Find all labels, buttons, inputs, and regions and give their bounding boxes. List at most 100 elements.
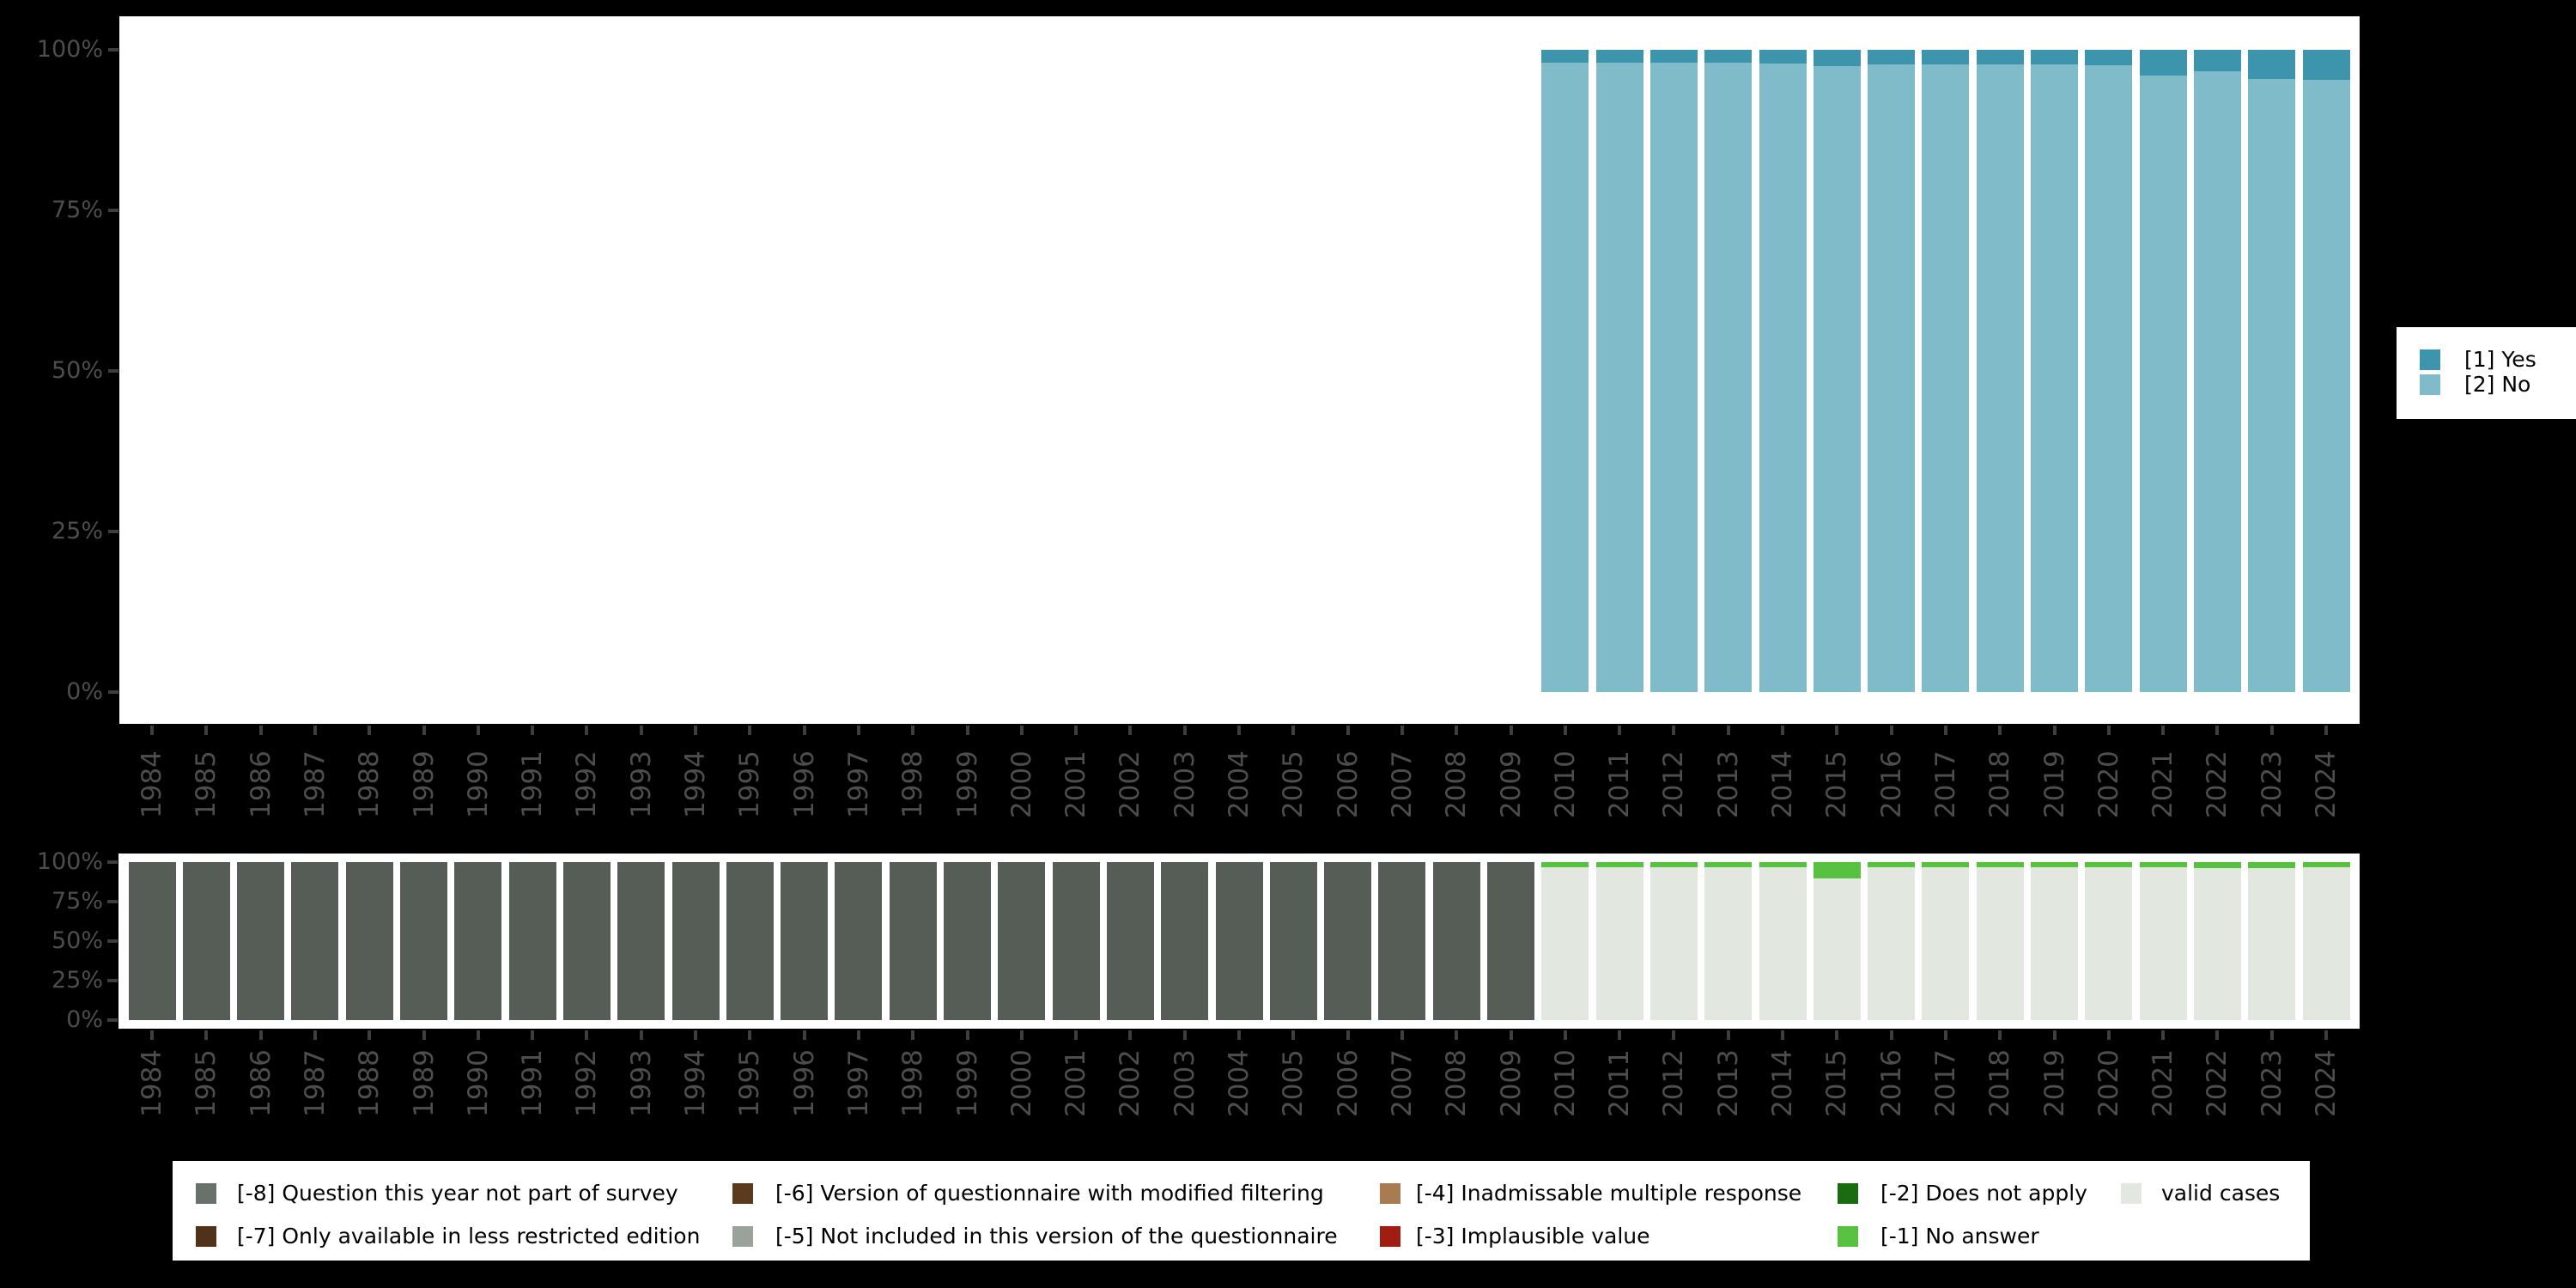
legend-swatch-missing: [1838, 1226, 1858, 1247]
legend-label: [-1] No answer: [1880, 1224, 2039, 1249]
x-axis-year-label: 2024: [2311, 750, 2342, 818]
x-axis-year-label: 1984: [137, 750, 167, 818]
bar-segment-no-answer-2014: [1759, 862, 1807, 867]
x-axis-year-label: 2015: [1821, 1049, 1853, 1117]
x-axis-tick: [368, 726, 372, 735]
bar-segment-no-answer-2018: [1976, 862, 2024, 867]
x-axis-tick: [694, 1030, 697, 1040]
x-axis-year-label: 2004: [1224, 750, 1255, 818]
bar-segment-yes-2023: [2248, 50, 2296, 79]
x-axis-year-label: 1995: [734, 1049, 766, 1117]
x-axis-tick: [1835, 726, 1839, 735]
bar-segment-not-part-of-survey-1990: [454, 862, 502, 1020]
x-axis-tick: [2215, 1030, 2220, 1040]
x-axis-tick: [965, 726, 969, 735]
legend-swatch-missing: [1838, 1183, 1858, 1204]
bar-segment-no-answer-2019: [2031, 862, 2078, 867]
x-axis-year-label: 2004: [1224, 1049, 1255, 1117]
x-axis-tick: [1182, 726, 1187, 735]
x-axis-year-label: 1985: [191, 750, 222, 818]
y-axis-tick: [107, 939, 118, 943]
missing-values-legend: [-8] Question this year not part of surv…: [173, 1161, 2310, 1261]
x-axis-year-label: 2023: [2256, 1049, 2287, 1117]
x-axis-tick: [2324, 726, 2328, 735]
x-axis-year-label: 2003: [1169, 750, 1200, 818]
bar-segment-yes-2010: [1541, 50, 1589, 63]
bar-segment-no-answer-2023: [2248, 862, 2296, 868]
x-axis-year-label: 2023: [2256, 750, 2287, 818]
x-axis-tick: [802, 1030, 806, 1040]
x-axis-tick: [1400, 1030, 1404, 1040]
bar-segment-not-part-of-survey-1989: [400, 862, 447, 1020]
bar-segment-not-part-of-survey-2002: [1106, 862, 1154, 1020]
bar-segment-no-answer-2021: [2139, 862, 2187, 867]
x-axis-year-label: 1988: [354, 1049, 386, 1117]
x-axis-tick: [1074, 1030, 1078, 1040]
x-axis-tick: [639, 1030, 643, 1040]
x-axis-year-label: 2010: [1549, 1049, 1581, 1117]
bar-segment-no-answer-2024: [2302, 862, 2350, 867]
bar-segment-not-part-of-survey-1994: [671, 862, 720, 1020]
bar-segment-not-part-of-survey-2007: [1378, 862, 1426, 1020]
x-axis-tick: [1563, 1030, 1567, 1040]
x-axis-year-label: 1991: [517, 1049, 549, 1117]
x-axis-tick: [1237, 726, 1241, 735]
x-axis-tick: [150, 726, 154, 735]
x-axis-year-label: 2017: [1929, 1049, 1961, 1117]
x-axis-tick: [2161, 726, 2166, 735]
bar-segment-no-2024: [2302, 80, 2350, 692]
bar-segment-yes-2014: [1759, 50, 1807, 64]
x-axis-tick: [911, 1030, 915, 1040]
x-axis-tick: [802, 726, 806, 735]
x-axis-year-label: 2019: [2038, 1049, 2070, 1117]
bar-segment-not-part-of-survey-2004: [1215, 862, 1263, 1020]
x-axis-tick: [204, 726, 209, 735]
x-axis-tick: [1400, 726, 1404, 735]
x-axis-tick: [748, 1030, 752, 1040]
bar-segment-yes-2019: [2031, 50, 2078, 64]
x-axis-year-label: 1996: [788, 750, 820, 818]
x-axis-tick: [1618, 1030, 1622, 1040]
y-axis-label: 75%: [51, 197, 103, 223]
y-axis-label: 100%: [36, 848, 103, 875]
x-axis-year-label: 2024: [2311, 1049, 2342, 1117]
x-axis-tick: [313, 726, 317, 735]
bar-segment-yes-2024: [2302, 50, 2350, 80]
x-axis-year-label: 2013: [1712, 1049, 1744, 1117]
bar-segment-no-2019: [2031, 64, 2078, 692]
y-axis-tick: [107, 1018, 118, 1022]
x-axis-tick: [258, 726, 263, 735]
bar-segment-yes-2013: [1704, 50, 1753, 63]
x-axis-year-label: 1990: [462, 750, 494, 818]
x-axis-year-label: 1999: [951, 750, 983, 818]
bar-segment-no-answer-2022: [2193, 862, 2241, 868]
bar-segment-valid-cases-2016: [1868, 867, 1916, 1020]
y-axis-tick: [108, 369, 118, 373]
bar-segment-no-2022: [2193, 71, 2241, 692]
bar-segment-no-2015: [1813, 66, 1861, 692]
bar-segment-no-answer-2011: [1595, 862, 1643, 867]
x-axis-year-label: 2013: [1712, 750, 1744, 818]
bar-segment-no-answer-2016: [1868, 862, 1916, 867]
bar-segment-yes-2017: [1922, 50, 1970, 64]
y-axis-tick: [108, 530, 118, 533]
bar-segment-yes-2020: [2085, 50, 2133, 65]
legend-swatch-missing: [732, 1183, 753, 1204]
bar-segment-valid-cases-2023: [2248, 868, 2296, 1020]
legend-label: [-2] Does not apply: [1880, 1181, 2087, 1206]
x-axis-year-label: 2008: [1441, 750, 1473, 818]
x-axis-tick: [476, 1030, 480, 1040]
bar-segment-no-2013: [1704, 63, 1753, 692]
x-axis-year-label: 2011: [1604, 750, 1636, 818]
x-axis-tick: [1835, 1030, 1839, 1040]
x-axis-tick: [1943, 1030, 1947, 1040]
x-axis-tick: [639, 726, 643, 735]
bar-segment-no-2018: [1976, 64, 2024, 692]
x-axis-year-label: 1992: [571, 750, 603, 818]
bar-segment-no-answer-2013: [1704, 862, 1753, 867]
bar-segment-not-part-of-survey-1998: [889, 862, 937, 1020]
x-axis-year-label: 2003: [1169, 1049, 1200, 1117]
x-axis-tick: [1781, 726, 1784, 735]
y-axis-tick: [107, 900, 118, 903]
